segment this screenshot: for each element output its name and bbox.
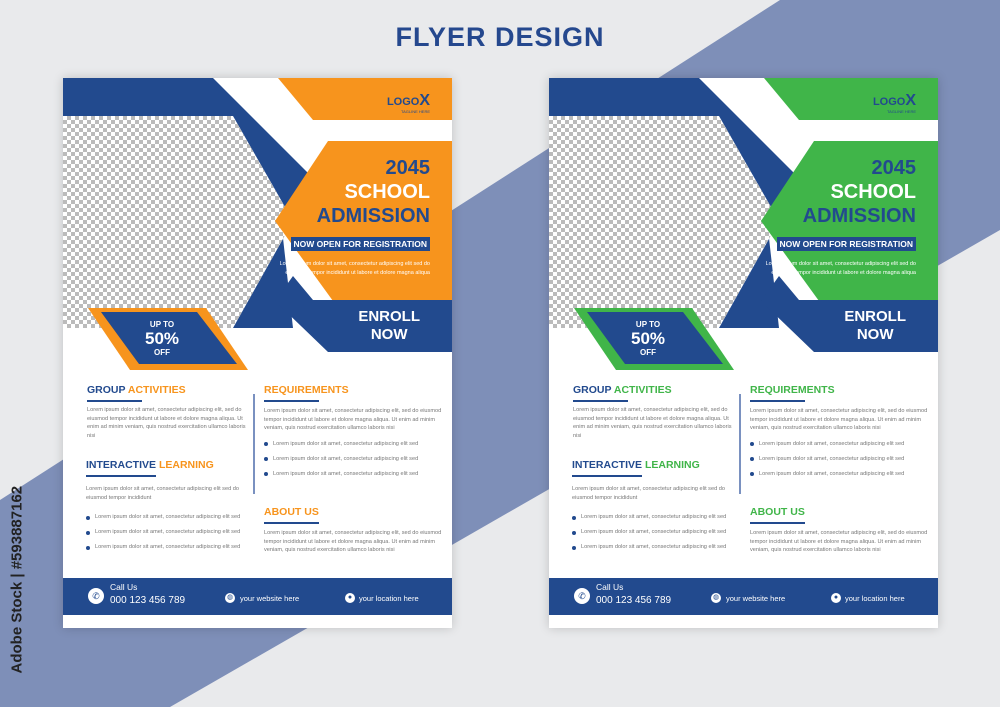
bullet-item: Lorem ipsum dolor sit amet, consectetur … (750, 456, 928, 463)
flyer-1: LOGOX TAGLINE HERE 2045 SCHOOL ADMISSION … (63, 78, 452, 628)
location-text: your location here (359, 594, 419, 603)
website-link[interactable]: your website here (240, 594, 300, 603)
website-link[interactable]: your website here (726, 594, 786, 603)
bullet-item: Lorem ipsum dolor sit amet, consectetur … (86, 529, 251, 536)
footer-bar: ✆ Call Us 000 123 456 789 ◍ your website… (63, 578, 452, 615)
bullet-item: Lorem ipsum dolor sit amet, consectetur … (750, 471, 928, 478)
enroll-now-button[interactable]: ENROLL NOW (844, 308, 906, 343)
interactive-learning-section: INTERACTIVE LEARNING Lorem ipsum dolor s… (86, 459, 251, 559)
logo: LOGOX TAGLINE HERE (386, 92, 430, 115)
phone-icon: ✆ (88, 588, 104, 604)
bullet-item: Lorem ipsum dolor sit amet, consectetur … (86, 544, 251, 551)
headline: 2045 SCHOOL ADMISSION (802, 157, 916, 227)
bullet-dot-icon (750, 457, 754, 462)
globe-icon: ◍ (225, 593, 235, 603)
logo-x-icon: X (419, 92, 430, 109)
registration-banner: NOW OPEN FOR REGISTRATION (776, 237, 916, 251)
bullet-dot-icon (572, 530, 576, 535)
page-title: FLYER DESIGN (395, 22, 605, 52)
bullet-dot-icon (572, 515, 576, 520)
headline: 2045 SCHOOL ADMISSION (316, 157, 430, 227)
about-us-section: ABOUT US Lorem ipsum dolor sit amet, con… (750, 506, 928, 554)
interactive-learning-section: INTERACTIVE LEARNING Lorem ipsum dolor s… (572, 459, 737, 559)
group-activities-section: GROUP ACTIVITIES Lorem ipsum dolor sit a… (573, 384, 732, 439)
footer-bar: ✆ Call Us 000 123 456 789 ◍ your website… (549, 578, 938, 615)
bullet-item: Lorem ipsum dolor sit amet, consectetur … (572, 514, 737, 521)
registration-banner: NOW OPEN FOR REGISTRATION (290, 237, 430, 251)
bullet-item: Lorem ipsum dolor sit amet, consectetur … (264, 441, 442, 448)
discount-text: UP TO 50% OFF (630, 320, 666, 357)
location-pin-icon: ● (345, 593, 355, 603)
requirements-section: REQUIREMENTS Lorem ipsum dolor sit amet,… (264, 384, 442, 478)
bullet-dot-icon (86, 530, 90, 535)
flyer-2: LOGOX TAGLINE HERE 2045 SCHOOL ADMISSION … (549, 78, 938, 628)
lead-text: Lorem ipsum dolor sit amet, consectetur … (279, 261, 430, 276)
discount-text: UP TO 50% OFF (144, 320, 180, 357)
bullet-item: Lorem ipsum dolor sit amet, consectetur … (264, 471, 442, 478)
bullet-dot-icon (264, 442, 268, 447)
bullet-item: Lorem ipsum dolor sit amet, consectetur … (264, 456, 442, 463)
column-divider (253, 394, 255, 494)
bullet-item: Lorem ipsum dolor sit amet, consectetur … (750, 441, 928, 448)
bullet-dot-icon (86, 545, 90, 550)
bullet-item: Lorem ipsum dolor sit amet, consectetur … (572, 529, 737, 536)
location-pin-icon: ● (831, 593, 841, 603)
bullet-dot-icon (264, 457, 268, 462)
bullet-dot-icon (750, 472, 754, 477)
bullet-item: Lorem ipsum dolor sit amet, consectetur … (86, 514, 251, 521)
stock-credit: Adobe Stock | #593887162 (8, 485, 26, 674)
bullet-dot-icon (86, 515, 90, 520)
logo-x-icon: X (905, 92, 916, 109)
phone-icon: ✆ (574, 588, 590, 604)
bullet-dot-icon (264, 472, 268, 477)
group-activities-section: GROUP ACTIVITIES Lorem ipsum dolor sit a… (87, 384, 246, 439)
logo: LOGOX TAGLINE HERE (872, 92, 916, 115)
location-text: your location here (845, 594, 905, 603)
phone-number[interactable]: 000 123 456 789 (110, 595, 186, 606)
globe-icon: ◍ (711, 593, 721, 603)
about-us-section: ABOUT US Lorem ipsum dolor sit amet, con… (264, 506, 442, 554)
requirements-section: REQUIREMENTS Lorem ipsum dolor sit amet,… (750, 384, 928, 478)
phone-number[interactable]: 000 123 456 789 (596, 595, 672, 606)
bullet-dot-icon (572, 545, 576, 550)
bullet-dot-icon (750, 442, 754, 447)
bullet-item: Lorem ipsum dolor sit amet, consectetur … (572, 544, 737, 551)
lead-text: Lorem ipsum dolor sit amet, consectetur … (765, 261, 916, 276)
enroll-now-button[interactable]: ENROLL NOW (358, 308, 420, 343)
column-divider (739, 394, 741, 494)
